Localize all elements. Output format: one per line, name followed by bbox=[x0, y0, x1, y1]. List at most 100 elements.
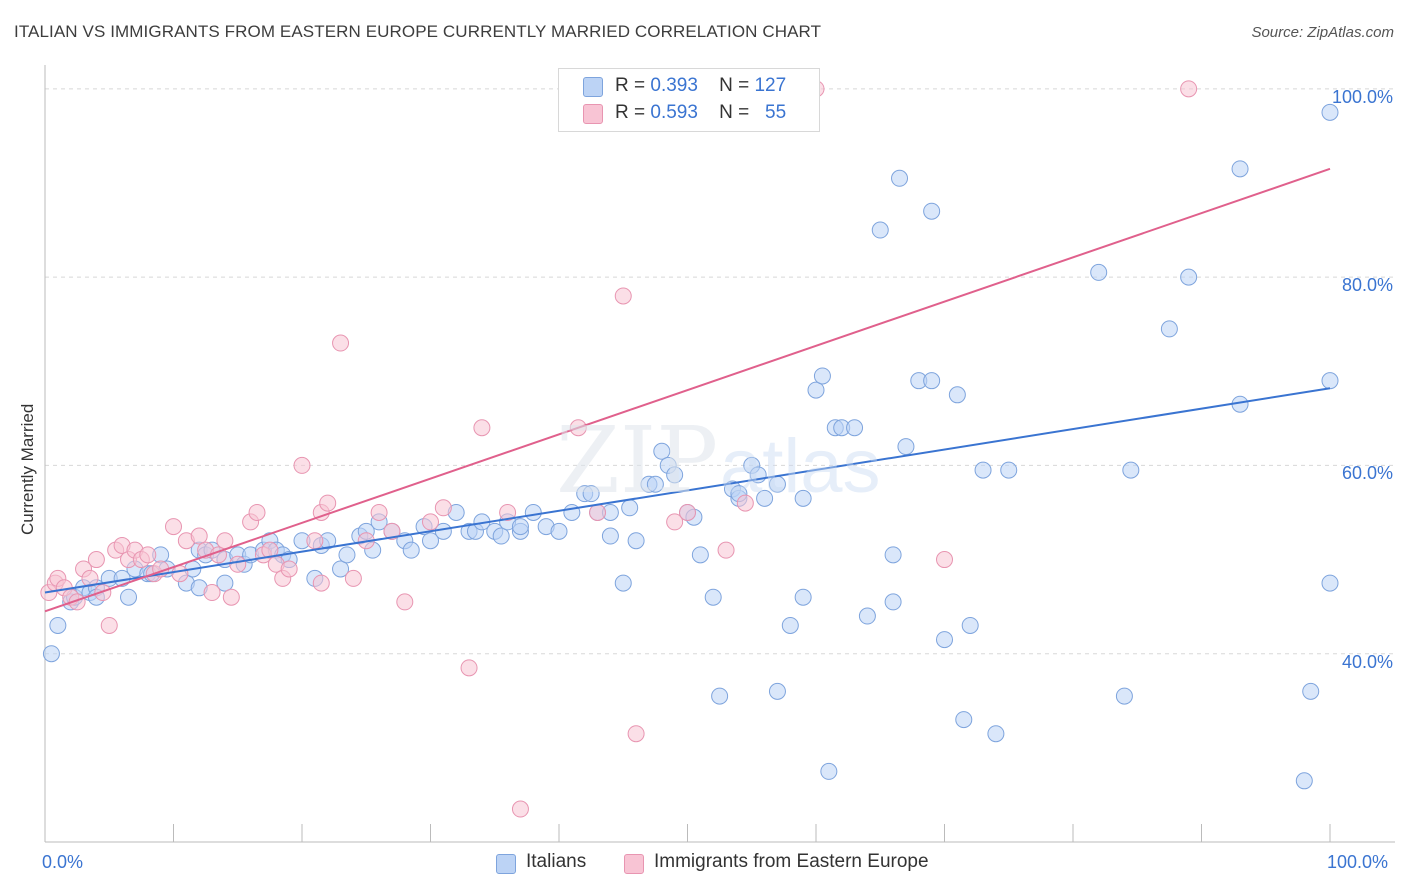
italians-point bbox=[923, 202, 941, 220]
immigrants-point bbox=[736, 494, 754, 512]
immigrants-point bbox=[422, 513, 439, 531]
immigrants-trend-line bbox=[44, 167, 1331, 613]
immigrants-point bbox=[679, 503, 696, 521]
watermark: ZIP atlas bbox=[556, 407, 881, 514]
italians-point bbox=[820, 762, 838, 780]
svg-text:ZIP: ZIP bbox=[556, 407, 718, 514]
x-tick-label-max: 100.0% bbox=[1327, 852, 1389, 872]
series-legend: Italians Immigrants from Eastern Europe bbox=[0, 851, 1406, 877]
italians-point bbox=[1115, 687, 1133, 705]
stats-legend: R = 0.393 N = 127 R = 0.593 N = 55 bbox=[558, 68, 820, 132]
italians-point bbox=[1321, 103, 1339, 121]
italians-point bbox=[49, 616, 67, 634]
x-tick-label-min: 0.0% bbox=[42, 852, 84, 872]
svg-text:atlas: atlas bbox=[720, 424, 881, 509]
immigrants-point bbox=[261, 541, 279, 559]
italians-point bbox=[858, 607, 876, 625]
italians-point bbox=[646, 475, 664, 493]
italians-point bbox=[1122, 461, 1140, 479]
legend-r-value: 0.593 bbox=[650, 102, 698, 123]
immigrants-point bbox=[306, 532, 324, 550]
legend-label-immigrants: Immigrants from Eastern Europe bbox=[654, 851, 929, 872]
trend-lines bbox=[44, 167, 1331, 613]
italians-point bbox=[704, 588, 722, 606]
immigrants-point bbox=[666, 513, 684, 531]
italians-point bbox=[1231, 160, 1249, 178]
italians-point bbox=[492, 527, 510, 545]
legend-n-value: 127 bbox=[754, 75, 787, 96]
italians-point bbox=[955, 711, 973, 729]
immigrants-point bbox=[332, 334, 350, 352]
chart-title: ITALIAN VS IMMIGRANTS FROM EASTERN EUROP… bbox=[14, 22, 822, 41]
immigrants-point bbox=[100, 616, 118, 634]
italians-point bbox=[884, 546, 902, 564]
italians-point bbox=[794, 588, 812, 606]
immigrants-point bbox=[139, 546, 157, 564]
y-tick-label: 40.0% bbox=[1341, 651, 1393, 672]
chart-source: Source: ZipAtlas.com bbox=[1251, 24, 1394, 41]
axes bbox=[44, 65, 1395, 843]
italians-point bbox=[936, 631, 953, 649]
italians-point bbox=[1000, 461, 1018, 479]
immigrants-point bbox=[222, 588, 240, 606]
italians-point bbox=[756, 489, 774, 507]
immigrants-point bbox=[190, 527, 208, 545]
italians-point bbox=[1302, 682, 1320, 700]
italians-point bbox=[614, 574, 632, 592]
italians-point bbox=[1160, 320, 1178, 338]
italians-point bbox=[813, 367, 831, 385]
immigrants-point bbox=[293, 456, 311, 474]
italians-point bbox=[807, 381, 825, 399]
legend-swatch-italians bbox=[583, 77, 603, 97]
immigrants-point bbox=[370, 503, 388, 521]
italians-point bbox=[923, 372, 941, 390]
immigrants-point bbox=[396, 593, 414, 611]
italians-point bbox=[338, 546, 356, 564]
italians-point bbox=[974, 461, 992, 479]
immigrants-point bbox=[383, 522, 401, 540]
immigrants-point bbox=[171, 565, 189, 583]
italians-point bbox=[1180, 268, 1198, 286]
legend-n-value: 55 bbox=[765, 102, 787, 123]
y-tick-label: 100.0% bbox=[1331, 86, 1393, 107]
immigrants-point bbox=[499, 503, 517, 521]
italians-point bbox=[1321, 372, 1339, 390]
italians-point bbox=[666, 466, 684, 484]
italians-point bbox=[794, 489, 812, 507]
immigrants-point bbox=[1180, 80, 1198, 98]
immigrants-point bbox=[87, 551, 105, 569]
immigrants-point bbox=[936, 551, 953, 569]
italians-point bbox=[768, 682, 786, 700]
immigrants-point bbox=[511, 800, 529, 818]
immigrants-point bbox=[627, 725, 645, 743]
legend-r-value: 0.393 bbox=[650, 75, 698, 96]
italians-point bbox=[961, 616, 979, 634]
immigrants-point bbox=[473, 419, 491, 437]
immigrants-point bbox=[216, 532, 234, 550]
italians-point bbox=[1295, 772, 1313, 790]
italians-point bbox=[422, 532, 439, 550]
legend-n-label: N = bbox=[719, 102, 750, 123]
italians-point bbox=[891, 169, 909, 187]
italians-point bbox=[402, 541, 420, 559]
italians-point bbox=[511, 518, 529, 536]
italians-point bbox=[1321, 574, 1339, 592]
italians-point bbox=[524, 503, 542, 521]
immigrants-point bbox=[434, 499, 452, 517]
immigrants-point bbox=[165, 518, 182, 536]
italians-trend-line bbox=[44, 387, 1331, 594]
immigrants-point bbox=[344, 569, 362, 587]
italians-point bbox=[897, 438, 915, 456]
italians-point bbox=[653, 442, 671, 460]
immigrants-point bbox=[248, 503, 266, 521]
immigrants-point bbox=[614, 287, 632, 305]
legend-swatch-immigrants bbox=[583, 104, 603, 124]
italians-point bbox=[691, 546, 709, 564]
immigrants-point bbox=[94, 584, 112, 602]
immigrants-point bbox=[81, 569, 99, 587]
italians-point bbox=[216, 574, 234, 592]
immigrants-point bbox=[312, 574, 330, 592]
italians-point bbox=[1090, 263, 1108, 281]
legend-swatch-immigrants bbox=[624, 854, 644, 874]
